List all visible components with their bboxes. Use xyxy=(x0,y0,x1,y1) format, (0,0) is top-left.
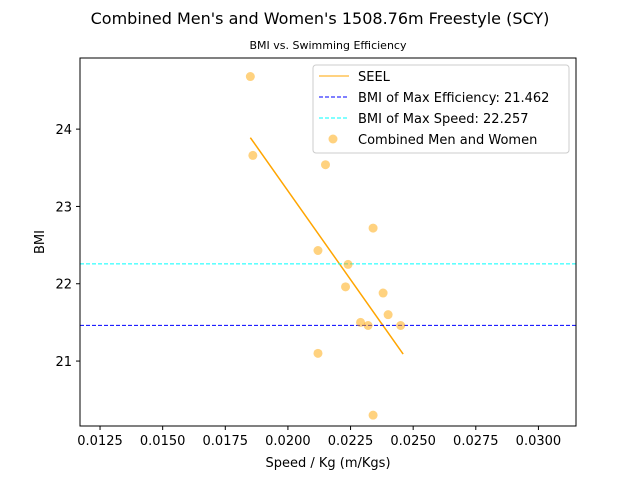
scatter-point-6 xyxy=(341,282,351,292)
chart-subtitle: BMI vs. Swimming Efficiency xyxy=(250,39,407,52)
scatter-point-9 xyxy=(356,317,366,327)
plot-area xyxy=(80,72,576,420)
scatter-point-3 xyxy=(368,223,378,233)
x-tick-label: 0.0175 xyxy=(203,434,249,449)
scatter-point-10 xyxy=(363,320,373,330)
scatter-point-11 xyxy=(396,320,406,330)
legend-label: BMI of Max Speed: 22.257 xyxy=(358,112,529,127)
x-tick-label: 0.0125 xyxy=(77,434,123,449)
x-tick-label: 0.0300 xyxy=(516,434,562,449)
x-tick-label: 0.0250 xyxy=(390,434,436,449)
y-tick-label: 22 xyxy=(55,278,72,293)
scatter-point-8 xyxy=(383,310,393,320)
trend-line-0 xyxy=(249,137,404,355)
y-tick-label: 24 xyxy=(55,123,72,138)
legend-label: Combined Men and Women xyxy=(358,133,537,148)
scatter-point-12 xyxy=(313,348,323,358)
chart-title: Combined Men's and Women's 1508.76m Free… xyxy=(91,9,550,28)
scatter-point-7 xyxy=(378,288,388,298)
scatter-point-1 xyxy=(248,150,258,160)
legend-label: SEEL xyxy=(358,70,391,85)
legend-marker xyxy=(328,134,338,144)
scatter-point-4 xyxy=(313,246,323,256)
scatter-point-13 xyxy=(368,410,378,420)
scatter-point-5 xyxy=(343,259,353,269)
x-tick-label: 0.0275 xyxy=(453,434,499,449)
x-tick-label: 0.0200 xyxy=(265,434,311,449)
y-tick-label: 23 xyxy=(55,200,72,215)
x-axis-label: Speed / Kg (m/Kgs) xyxy=(265,456,390,471)
scatter-point-2 xyxy=(320,160,330,170)
legend-frame xyxy=(312,64,570,154)
axes-ticks: 0.0125 0.0150 0.0175 0.0200 0.0225 0.0250 0.02… xyxy=(55,123,561,449)
x-tick-label: 0.0150 xyxy=(140,434,186,449)
x-tick-label: 0.0225 xyxy=(328,434,374,449)
scatter-point-0 xyxy=(245,72,255,82)
y-axis-label: BMI xyxy=(33,230,48,254)
y-tick-label: 21 xyxy=(55,355,72,370)
legend-label: BMI of Max Efficiency: 21.462 xyxy=(358,91,549,106)
plot-frame xyxy=(79,57,577,427)
legend: SEEL BMI of Max Efficiency: 21.462 BMI of … xyxy=(312,64,570,154)
